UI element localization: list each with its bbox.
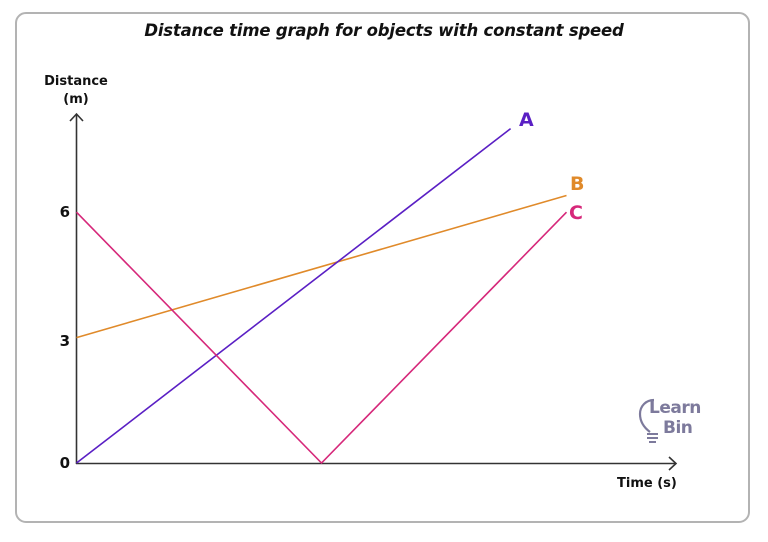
learnbin-logo: Learn Bin: [636, 398, 711, 444]
series-c-label: C: [569, 202, 583, 224]
y-tick-0: 0: [59, 454, 70, 472]
series-c-line: [75, 211, 568, 465]
series-b-label: B: [570, 173, 585, 195]
series-b-line: [76, 194, 567, 339]
series-a-label: A: [519, 109, 534, 131]
lightbulb-icon: [638, 398, 658, 443]
chart-title: Distance time graph for objects with con…: [144, 21, 624, 40]
logo-text-learn: Learn: [649, 398, 701, 418]
y-axis: [69, 112, 84, 464]
y-axis-label-line1: Distance: [44, 74, 108, 89]
y-tick-3: 3: [59, 332, 70, 350]
series-a-line: [76, 127, 512, 464]
logo-text-bin: Bin: [663, 418, 693, 438]
y-tick-6: 6: [59, 203, 70, 221]
y-axis-label: Distance (m): [36, 73, 116, 109]
x-axis-label: Time (s): [617, 476, 677, 491]
y-axis-label-line2: (m): [63, 92, 89, 107]
x-axis: [76, 456, 678, 471]
chart-frame: [15, 12, 750, 523]
